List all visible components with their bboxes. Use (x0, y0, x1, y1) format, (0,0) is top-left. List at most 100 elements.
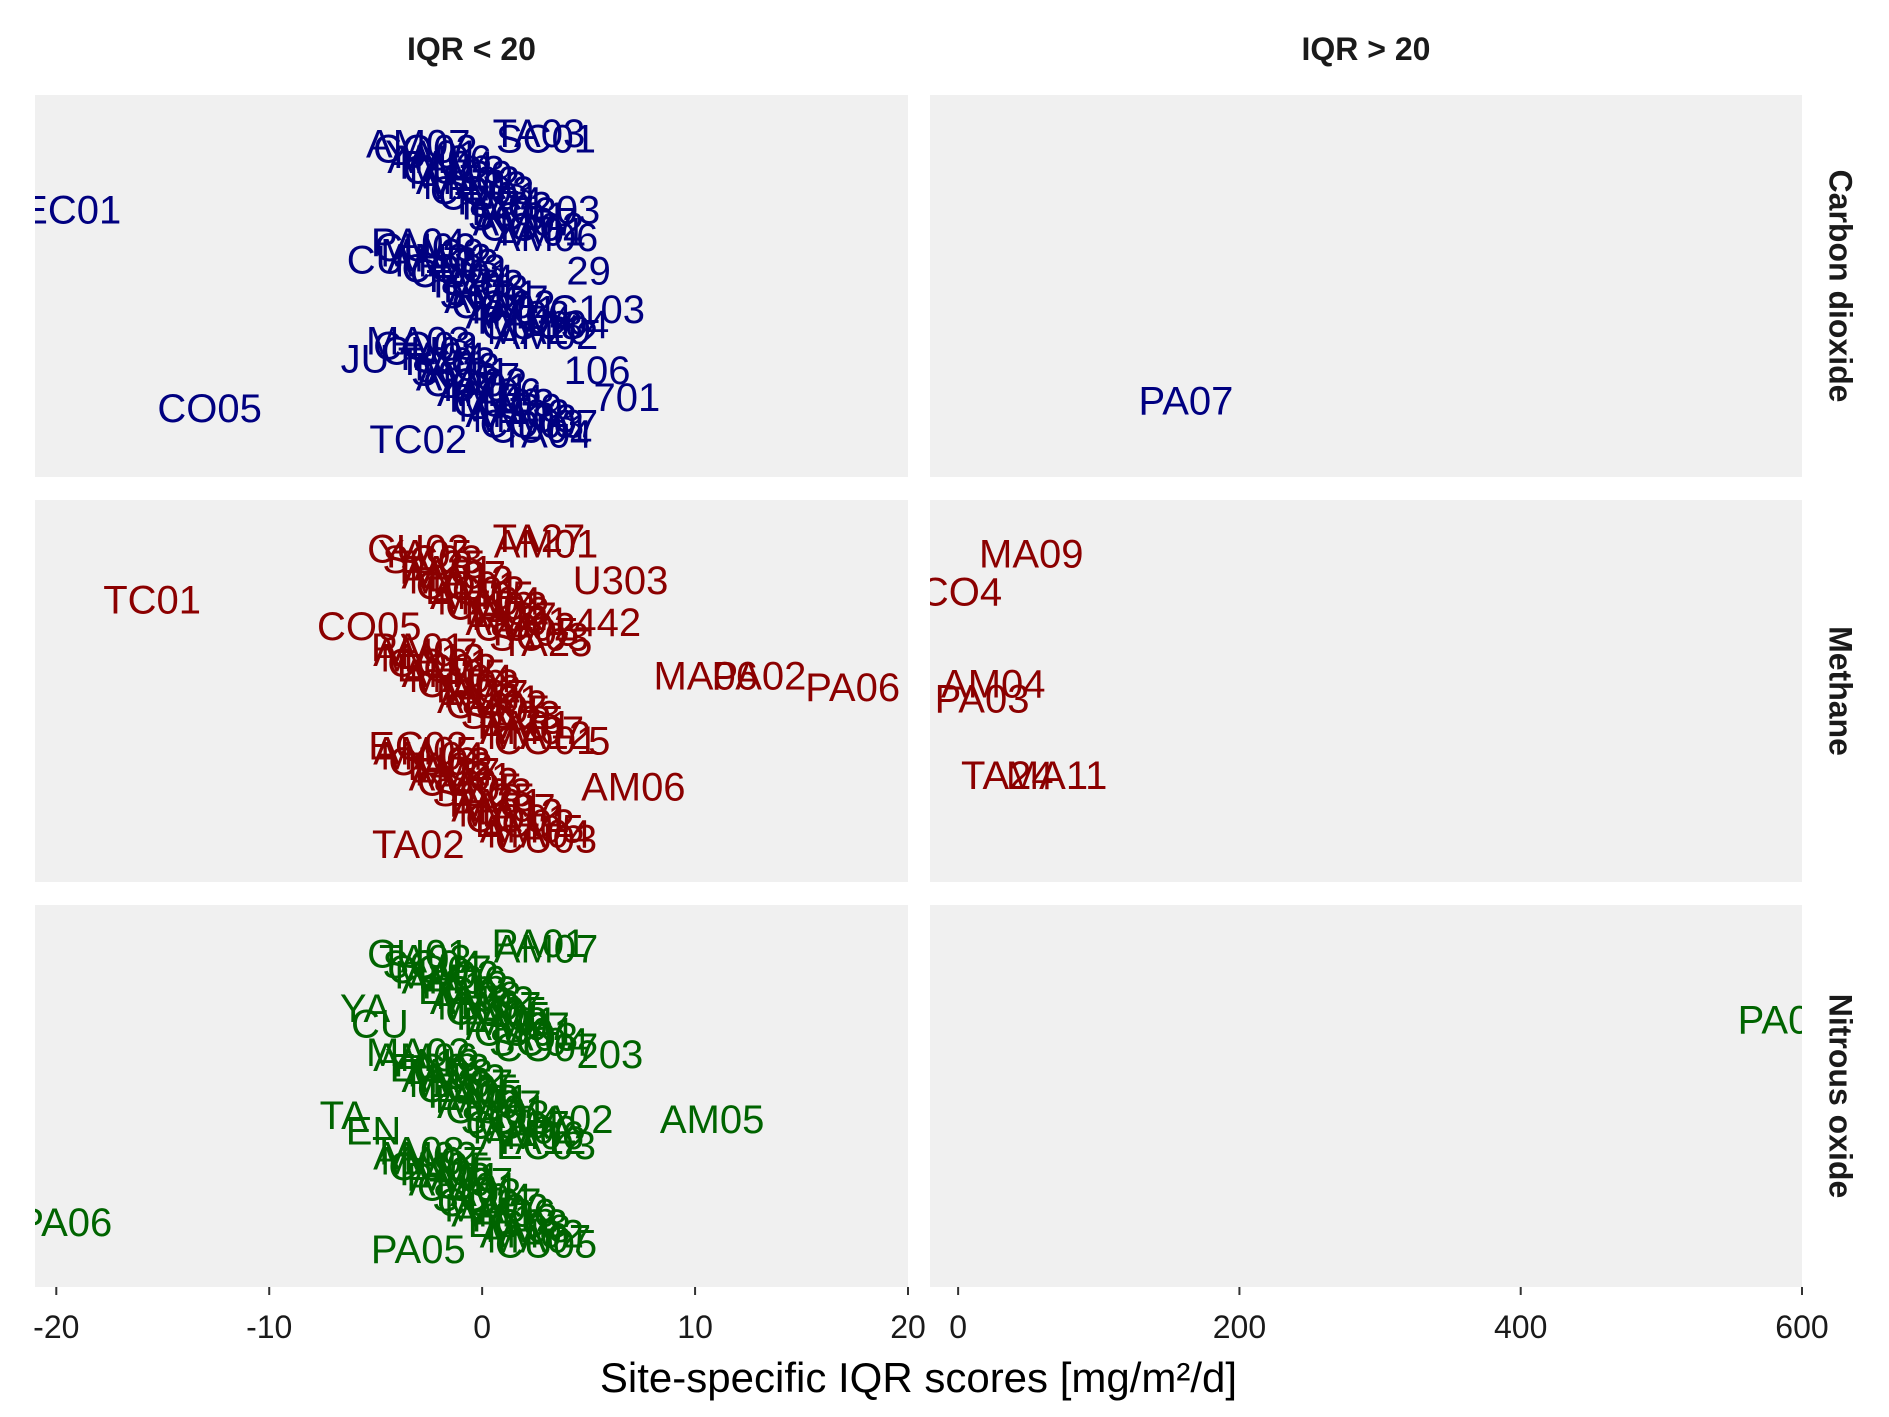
cluster-label: CU03 (403, 148, 505, 192)
cluster-label: MA29 (380, 231, 485, 275)
cluster-label: TA25 (500, 621, 593, 665)
cluster-label: SC03 (461, 693, 561, 737)
cluster-label: PA04 (399, 143, 494, 187)
cluster-label: SC01 (468, 195, 568, 239)
cluster-label: TC02 (369, 418, 467, 462)
cluster-label: MA03 (423, 164, 528, 208)
cluster-label: AM01 (465, 600, 570, 644)
site-label: MA09 (979, 532, 1084, 576)
cluster-label: PA04 (449, 376, 544, 420)
cluster-label: YA12 (413, 964, 508, 1008)
cluster-label: SC04 (489, 1021, 589, 1065)
cluster-label: CO01 (387, 642, 492, 686)
cluster-label: CU03 (481, 304, 583, 348)
site-label: EN (346, 1109, 402, 1153)
cluster-label: SC04 (382, 943, 482, 987)
x-tick-label: 0 (949, 1309, 967, 1345)
cluster-label: PA01 (435, 1078, 530, 1122)
x-tick-label: 10 (677, 1309, 713, 1345)
site-label: PA03 (935, 678, 1030, 722)
site-label: PA07 (1738, 999, 1833, 1043)
cluster-label: CO01 (416, 564, 521, 608)
cluster-label: AM06 (402, 958, 507, 1002)
cluster-label: AM02 (402, 1057, 507, 1101)
row-title-1: Methane (1823, 626, 1859, 756)
cluster-label: EC02 (475, 802, 575, 846)
site-label: 29 (566, 250, 611, 294)
cluster-label: TA25 (443, 776, 536, 820)
cluster-label: PA05 (399, 1150, 494, 1194)
cluster-label: EC02 (425, 569, 525, 613)
cluster-label: TA03 (429, 1171, 522, 1215)
cluster-label: MA04 (409, 657, 514, 701)
x-tick-label: 20 (890, 1309, 926, 1345)
cluster-label: TA25 (471, 698, 564, 742)
site-label: MA06 (653, 655, 758, 699)
cluster-label: AM02 (416, 159, 521, 203)
cluster-label: TA03 (379, 938, 472, 982)
cluster-label: CU03 (374, 226, 476, 270)
cluster-label: AM06 (387, 138, 492, 182)
cluster-label: AM06 (494, 216, 599, 260)
site-label: CO05 (317, 605, 422, 649)
cluster-label: MA12 (409, 559, 514, 603)
cluster-label: CU01 (438, 174, 540, 218)
cluster-label: YA01 (463, 288, 558, 332)
cluster-label: CO01 (494, 719, 599, 763)
site-label: 5 (588, 720, 610, 764)
site-label: MA11 (1006, 754, 1108, 798)
x-tick-label: 400 (1494, 1309, 1547, 1345)
panel-1-0 (35, 500, 908, 882)
cluster-label: AM02 (465, 392, 570, 436)
cluster-label: AM01 (494, 522, 599, 566)
site-label: EC01 (21, 189, 121, 233)
cluster-label: SC03 (432, 771, 532, 815)
cluster-label: CU01 (367, 933, 469, 977)
cluster-label: PA05 (371, 1228, 466, 1272)
cluster-label: AM07 (451, 787, 556, 831)
cluster-label: TA04 (500, 413, 593, 457)
cluster-label: TA04 (422, 257, 515, 301)
cluster-label: CO02 (480, 205, 585, 249)
cluster-label: SC04 (461, 1098, 561, 1142)
cluster-label: AM07 (416, 356, 521, 400)
x-tick-label: -20 (33, 1309, 79, 1345)
site-label: PA06 (805, 666, 900, 710)
cluster-label: AM02 (430, 979, 535, 1023)
cluster-label: PA01 (477, 704, 572, 748)
site-label: 442 (574, 601, 641, 645)
cluster-label: AM05 (480, 807, 585, 851)
site-label: 03 (556, 189, 601, 233)
cluster-label: CU05 (388, 1145, 490, 1189)
cluster-label: CO03 (373, 325, 478, 369)
cluster-label: CU01 (381, 330, 483, 374)
cluster-label: TA02 (372, 823, 465, 867)
site-label: 203 (577, 1033, 644, 1077)
cluster-label: CO01 (465, 797, 570, 841)
site-label: 104 (542, 303, 609, 347)
cluster-label: AM07 (494, 927, 599, 971)
cluster-label: EC03 (468, 1202, 568, 1246)
cluster-label: AM06 (451, 1192, 556, 1236)
site-label: 701 (594, 376, 661, 420)
cluster-label: PA05 (456, 995, 551, 1039)
panel-labels-2-1: PA07 (1738, 999, 1833, 1043)
site-label: TC01 (103, 578, 201, 622)
cluster-label: MA07 (380, 1140, 485, 1184)
column-title-0: IQR < 20 (407, 31, 536, 67)
cluster-label: MA12 (487, 714, 592, 758)
cluster-label: PA01 (449, 781, 544, 825)
panel-labels-1-0: TA02 CU03MA04AM05EC02CO01MA12AM07PA01TA25… (103, 517, 900, 867)
x-tick-label: 600 (1775, 1309, 1828, 1345)
cluster-label: CU05 (417, 1067, 519, 1111)
cluster-label: AM06 (437, 371, 542, 415)
cluster-label: YA05 (378, 533, 473, 577)
cluster-label: AM07 (480, 709, 585, 753)
site-label: C103 (549, 288, 645, 332)
panel-2-1 (930, 905, 1802, 1287)
site-label: TA (320, 1094, 368, 1138)
cluster-label: MA04 (437, 579, 542, 623)
panel-1-1 (930, 500, 1802, 882)
cluster-label: MA07 (487, 1217, 592, 1261)
